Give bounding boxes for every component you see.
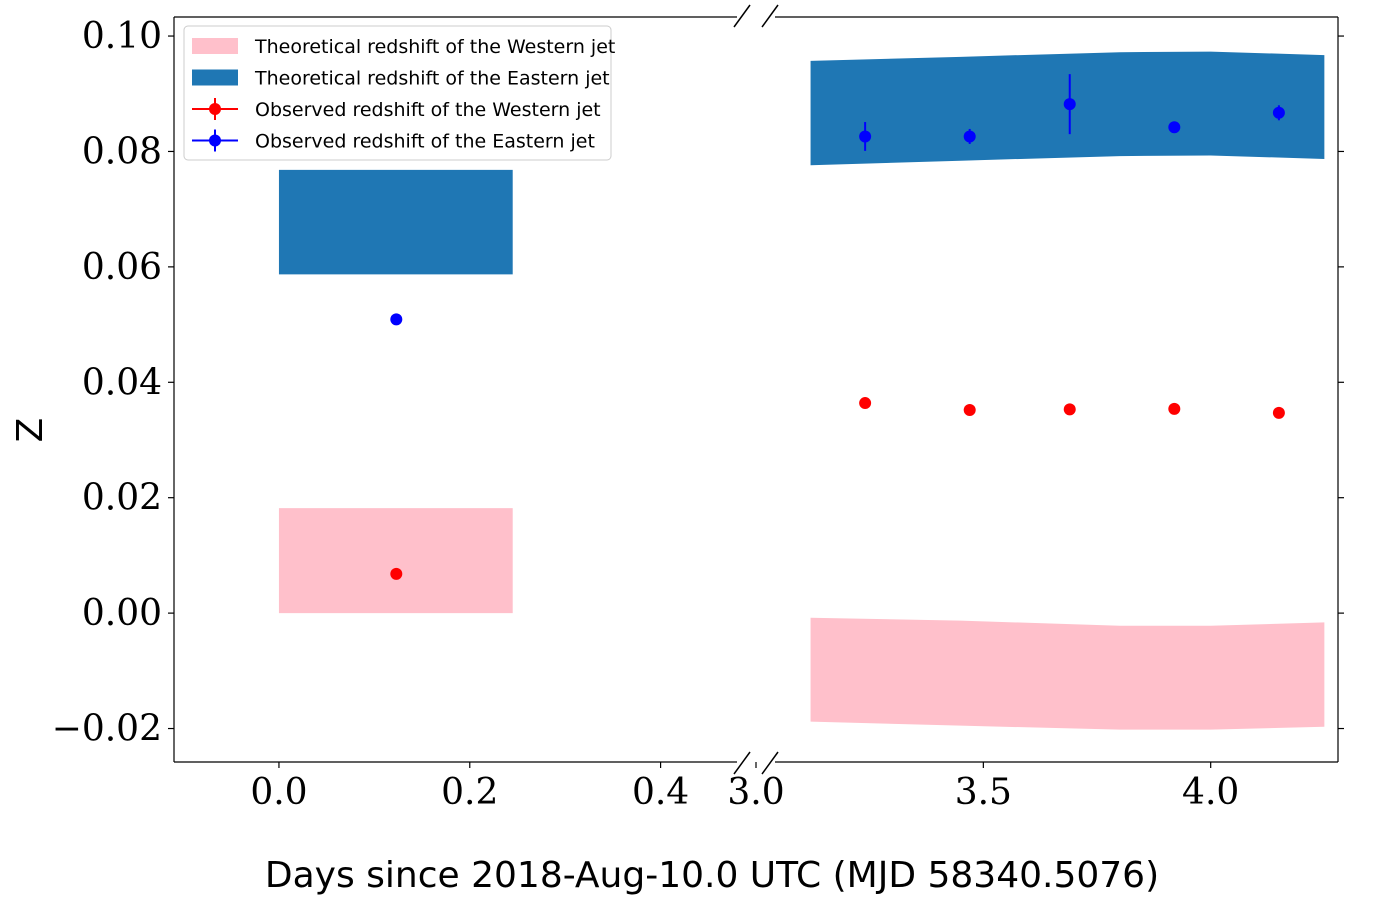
- x-tick-label-0-1: 0.2: [441, 772, 498, 813]
- data-point-1-2: [963, 130, 976, 143]
- axis-break-mark-1: [761, 4, 779, 28]
- legend-label-0: Theoretical redshift of the Western jet: [254, 36, 615, 58]
- y-tick-label-2: 0.02: [82, 478, 162, 519]
- legend-marker-2: [209, 103, 221, 115]
- x-tick-label-1-0: 3.0: [727, 772, 784, 813]
- axis-ticks: −0.02 0.00 0.02 0.04 0.06 0.08 0.10 0.0 0.2 0.4 3.…: [52, 16, 1344, 813]
- band-0: [278, 508, 513, 614]
- legend-swatch-0: [192, 38, 238, 54]
- x-tick-label-1-2: 4.0: [1182, 772, 1239, 813]
- data-point-0-1: [859, 397, 872, 410]
- y-tick-label-0: −0.02: [52, 709, 162, 750]
- axis-break-mark-2: [733, 751, 751, 775]
- axis-break-mark-3: [761, 751, 779, 775]
- y-tick-label-5: 0.08: [82, 131, 162, 172]
- data-point-1-5: [1272, 106, 1285, 119]
- band-1: [278, 169, 513, 275]
- data-point-1-1: [859, 130, 872, 143]
- legend-swatch-1: [192, 69, 238, 86]
- x-tick-label-0-2: 0.4: [632, 772, 689, 813]
- data-point-0-5: [1272, 406, 1285, 419]
- y-tick-label-1: 0.00: [82, 593, 162, 634]
- y-tick-label-4: 0.06: [82, 247, 162, 288]
- left-panel: [278, 169, 513, 614]
- y-axis-label: Z: [10, 418, 51, 443]
- band-2: [810, 617, 1325, 730]
- legend-marker-3: [209, 134, 221, 147]
- legend-label-2: Observed redshift of the Western jet: [255, 99, 601, 121]
- data-point-1-0: [390, 313, 403, 326]
- legend-box: [183, 25, 612, 161]
- y-tick-label-6: 0.10: [82, 16, 162, 57]
- data-point-1-4: [1168, 121, 1181, 134]
- x-tick-label-0-0: 0.0: [250, 772, 307, 813]
- axis-break-mark-0: [733, 4, 751, 28]
- y-tick-label-3: 0.04: [82, 362, 162, 403]
- data-point-0-2: [963, 403, 976, 416]
- axes-frame: [173, 4, 1339, 775]
- data-point-1-3: [1063, 98, 1076, 111]
- x-axis-label: Days since 2018-Aug-10.0 UTC (MJD 58340.…: [265, 855, 1159, 896]
- data-point-0-3: [1063, 403, 1076, 416]
- x-tick-label-1-1: 3.5: [955, 772, 1012, 813]
- data-point-0-0: [390, 567, 403, 580]
- legend-label-1: Theoretical redshift of the Eastern jet: [254, 68, 610, 90]
- data-point-0-4: [1168, 402, 1181, 415]
- legend-label-3: Observed redshift of the Eastern jet: [255, 131, 595, 153]
- legend: Theoretical redshift of the Western jet T…: [183, 25, 615, 161]
- right-panel: [810, 51, 1325, 730]
